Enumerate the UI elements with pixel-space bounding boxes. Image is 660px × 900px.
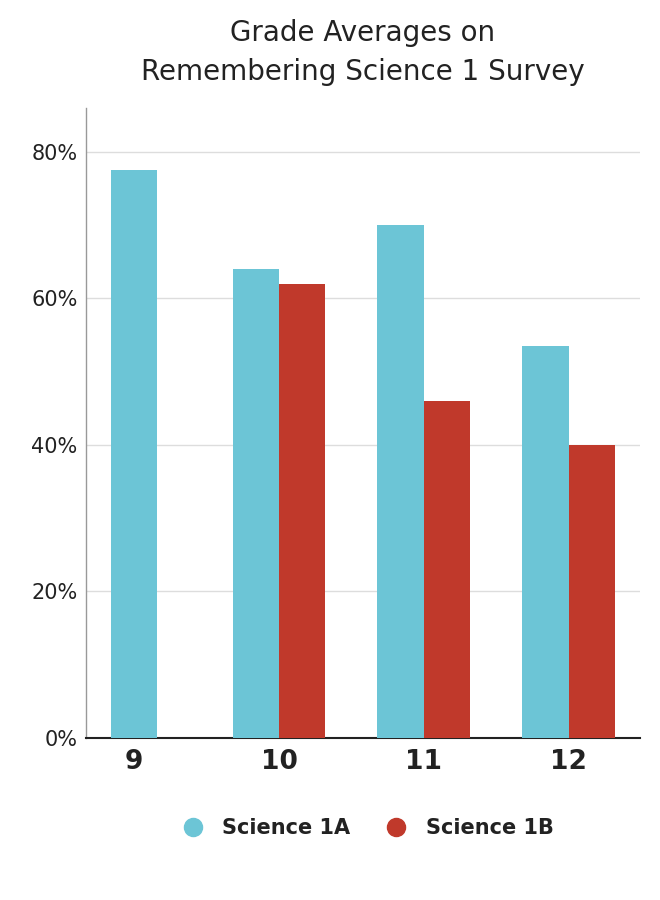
- Bar: [233, 269, 279, 738]
- Title: Grade Averages on
Remembering Science 1 Survey: Grade Averages on Remembering Science 1 …: [141, 19, 585, 86]
- Bar: [111, 170, 157, 738]
- Bar: [424, 401, 470, 738]
- Bar: [279, 284, 325, 738]
- Legend: Science 1A, Science 1B: Science 1A, Science 1B: [172, 818, 554, 838]
- Bar: [569, 445, 615, 738]
- Bar: [522, 346, 569, 738]
- Bar: [378, 225, 424, 738]
